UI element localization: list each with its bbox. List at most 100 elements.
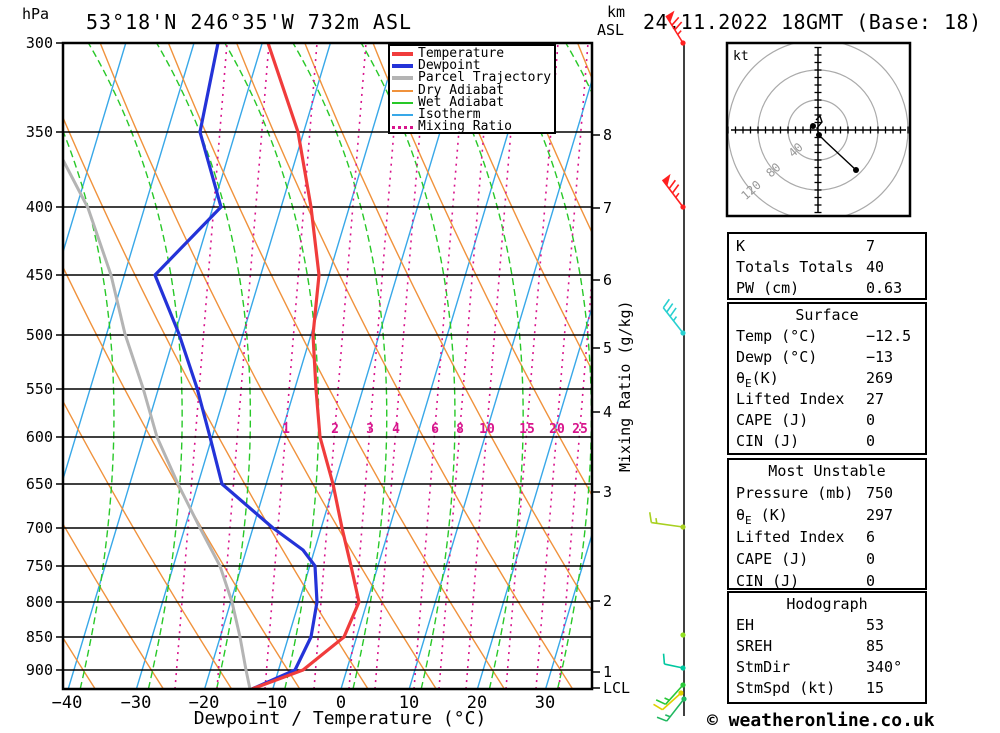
- wind-barb: [655, 682, 686, 706]
- table-row: CIN (J) 0: [736, 432, 876, 450]
- hodograph-unit-label: kt: [733, 49, 749, 64]
- pressure-tick-label: 750: [26, 557, 53, 575]
- temperature-tick-label: −20: [189, 693, 220, 713]
- temperature-tick-label: 10: [399, 693, 419, 713]
- temperature-tick-label: −10: [257, 693, 288, 713]
- legend: Temperature Dewpoint Parcel Trajectory D…: [388, 44, 556, 134]
- wind-barb: [662, 298, 686, 336]
- pressure-tick-label: 450: [26, 266, 53, 284]
- pressure-tick-label: 600: [26, 428, 53, 446]
- table-row: θE(K) 269: [736, 369, 894, 390]
- mixing-ratio-value-label: 8: [456, 422, 464, 437]
- pressure-tick-label: 700: [26, 519, 53, 537]
- legend-item-mixing-ratio: Mixing Ratio: [390, 120, 554, 133]
- table-row: Lifted Index 27: [736, 390, 885, 408]
- temperature-tick-label: 0: [336, 693, 346, 713]
- km-tick-label: 6: [603, 271, 612, 289]
- table-row: Dewp (°C) −13: [736, 348, 894, 366]
- pressure-axis-title: hPa: [22, 5, 50, 23]
- table-title: Hodograph: [786, 595, 868, 613]
- km-tick-label: 5: [603, 339, 612, 357]
- km-tick-label: 1: [603, 663, 612, 681]
- wind-barb: [665, 10, 686, 46]
- skewt-background: 1 2 3 4 6 8 10 15 20 25: [63, 43, 592, 689]
- plot-border: [61, 41, 594, 691]
- wind-barb: [680, 632, 686, 638]
- pressure-tick-label: 900: [26, 661, 53, 679]
- km-tick-label: 7: [603, 199, 612, 217]
- mixing-ratio-value-label: 20: [549, 422, 565, 437]
- surface-table: Surface Temp (°C) −12.5 Dewp (°C) −13 θE(K…: [727, 302, 927, 455]
- km-axis-title: km: [607, 3, 626, 21]
- page-title: 53°18'N 246°35'W 732m ASL: [86, 10, 413, 34]
- copyright: © weatheronline.co.uk: [707, 710, 935, 731]
- table-row: Totals Totals 40: [736, 258, 885, 276]
- legend-item-dewpoint: Dewpoint: [390, 59, 554, 72]
- table-row: Pressure (mb) 750: [736, 484, 894, 502]
- mixing-ratio-value-label: 10: [479, 422, 495, 437]
- mixing-ratio-value-label: 6: [431, 422, 439, 437]
- table-row: SREH 85: [736, 637, 885, 655]
- wind-barb: [648, 512, 686, 530]
- temperature-tick-label: 20: [467, 693, 487, 713]
- km-tick-label: 2: [603, 592, 612, 610]
- dry-adiabat-line-swatch: [392, 89, 413, 92]
- trace-parcel-trajectory: [63, 159, 252, 689]
- mixing-ratio-value-label: 25: [572, 422, 588, 437]
- wind-barb-column: [648, 10, 687, 722]
- mixing-ratio-line-swatch: [392, 125, 413, 129]
- trace-temperature: [251, 43, 361, 689]
- pressure-tick-label: 300: [26, 34, 53, 52]
- hodograph-border: [725, 41, 912, 218]
- table-row: CIN (J) 0: [736, 572, 876, 590]
- pressure-tick-label: 650: [26, 475, 53, 493]
- legend-item-wet-adiabat: Wet Adiabat: [390, 96, 554, 109]
- legend-item-temperature: Temperature: [390, 47, 554, 60]
- mixing-ratio-axis-label: Mixing Ratio (g/kg): [616, 300, 634, 472]
- isotherm-line-swatch: [392, 114, 413, 117]
- pressure-tick-label: 850: [26, 628, 53, 646]
- table-row: CAPE (J) 0: [736, 550, 876, 568]
- km-tick-label: 8: [603, 126, 612, 144]
- mixing-ratio-value-label: 4: [392, 422, 400, 437]
- temperature-tick-label: 30: [535, 693, 555, 713]
- wet-adiabat-line-swatch: [392, 101, 413, 104]
- most-unstable-table: Most Unstable Pressure (mb) 750 θE (K) 297…: [727, 458, 927, 590]
- wind-barb: [656, 696, 687, 722]
- dewpoint-line-swatch: [392, 64, 413, 69]
- temperature-tick-label: −40: [52, 693, 83, 713]
- asl-axis-title: ASL: [597, 21, 625, 39]
- table-title: Surface: [795, 306, 859, 324]
- pressure-tick-label: 350: [26, 123, 53, 141]
- hodograph-trace: [815, 114, 857, 171]
- km-tick-label: LCL: [603, 679, 630, 697]
- pressure-tick-label: 800: [26, 593, 53, 611]
- mixing-ratio-value-label: 1: [282, 422, 290, 437]
- table-row: PW (cm) 0.63: [736, 279, 903, 297]
- temperature-line-swatch: [392, 52, 413, 57]
- table-row: StmSpd (kt) 15: [736, 679, 885, 697]
- legend-item-dry-adiabat: Dry Adiabat: [390, 84, 554, 97]
- legend-item-isotherm: Isotherm: [390, 108, 554, 121]
- hodograph-table: Hodograph EH 53 SREH 85 StmDir 340° StmSpd …: [727, 591, 927, 704]
- mixing-ratio-value-label: 3: [366, 422, 374, 437]
- parcel-line-swatch: [392, 76, 413, 81]
- wind-barb: [661, 173, 686, 210]
- temperature-tick-label: −30: [121, 693, 152, 713]
- pressure-tick-label: 400: [26, 198, 53, 216]
- mixing-ratio-value-label: 2: [331, 422, 339, 437]
- table-row: EH 53: [736, 616, 885, 634]
- pressure-tick-label: 550: [26, 380, 53, 398]
- mixing-ratio-value-label: 15: [519, 422, 535, 437]
- km-tick-label: 3: [603, 483, 612, 501]
- trace-dewpoint: [153, 43, 319, 689]
- table-row: StmDir 340°: [736, 658, 903, 676]
- table-row: CAPE (J) 0: [736, 411, 876, 429]
- wind-barb: [653, 690, 684, 711]
- wind-barb: [662, 653, 686, 671]
- table-row: Temp (°C) −12.5: [736, 327, 912, 345]
